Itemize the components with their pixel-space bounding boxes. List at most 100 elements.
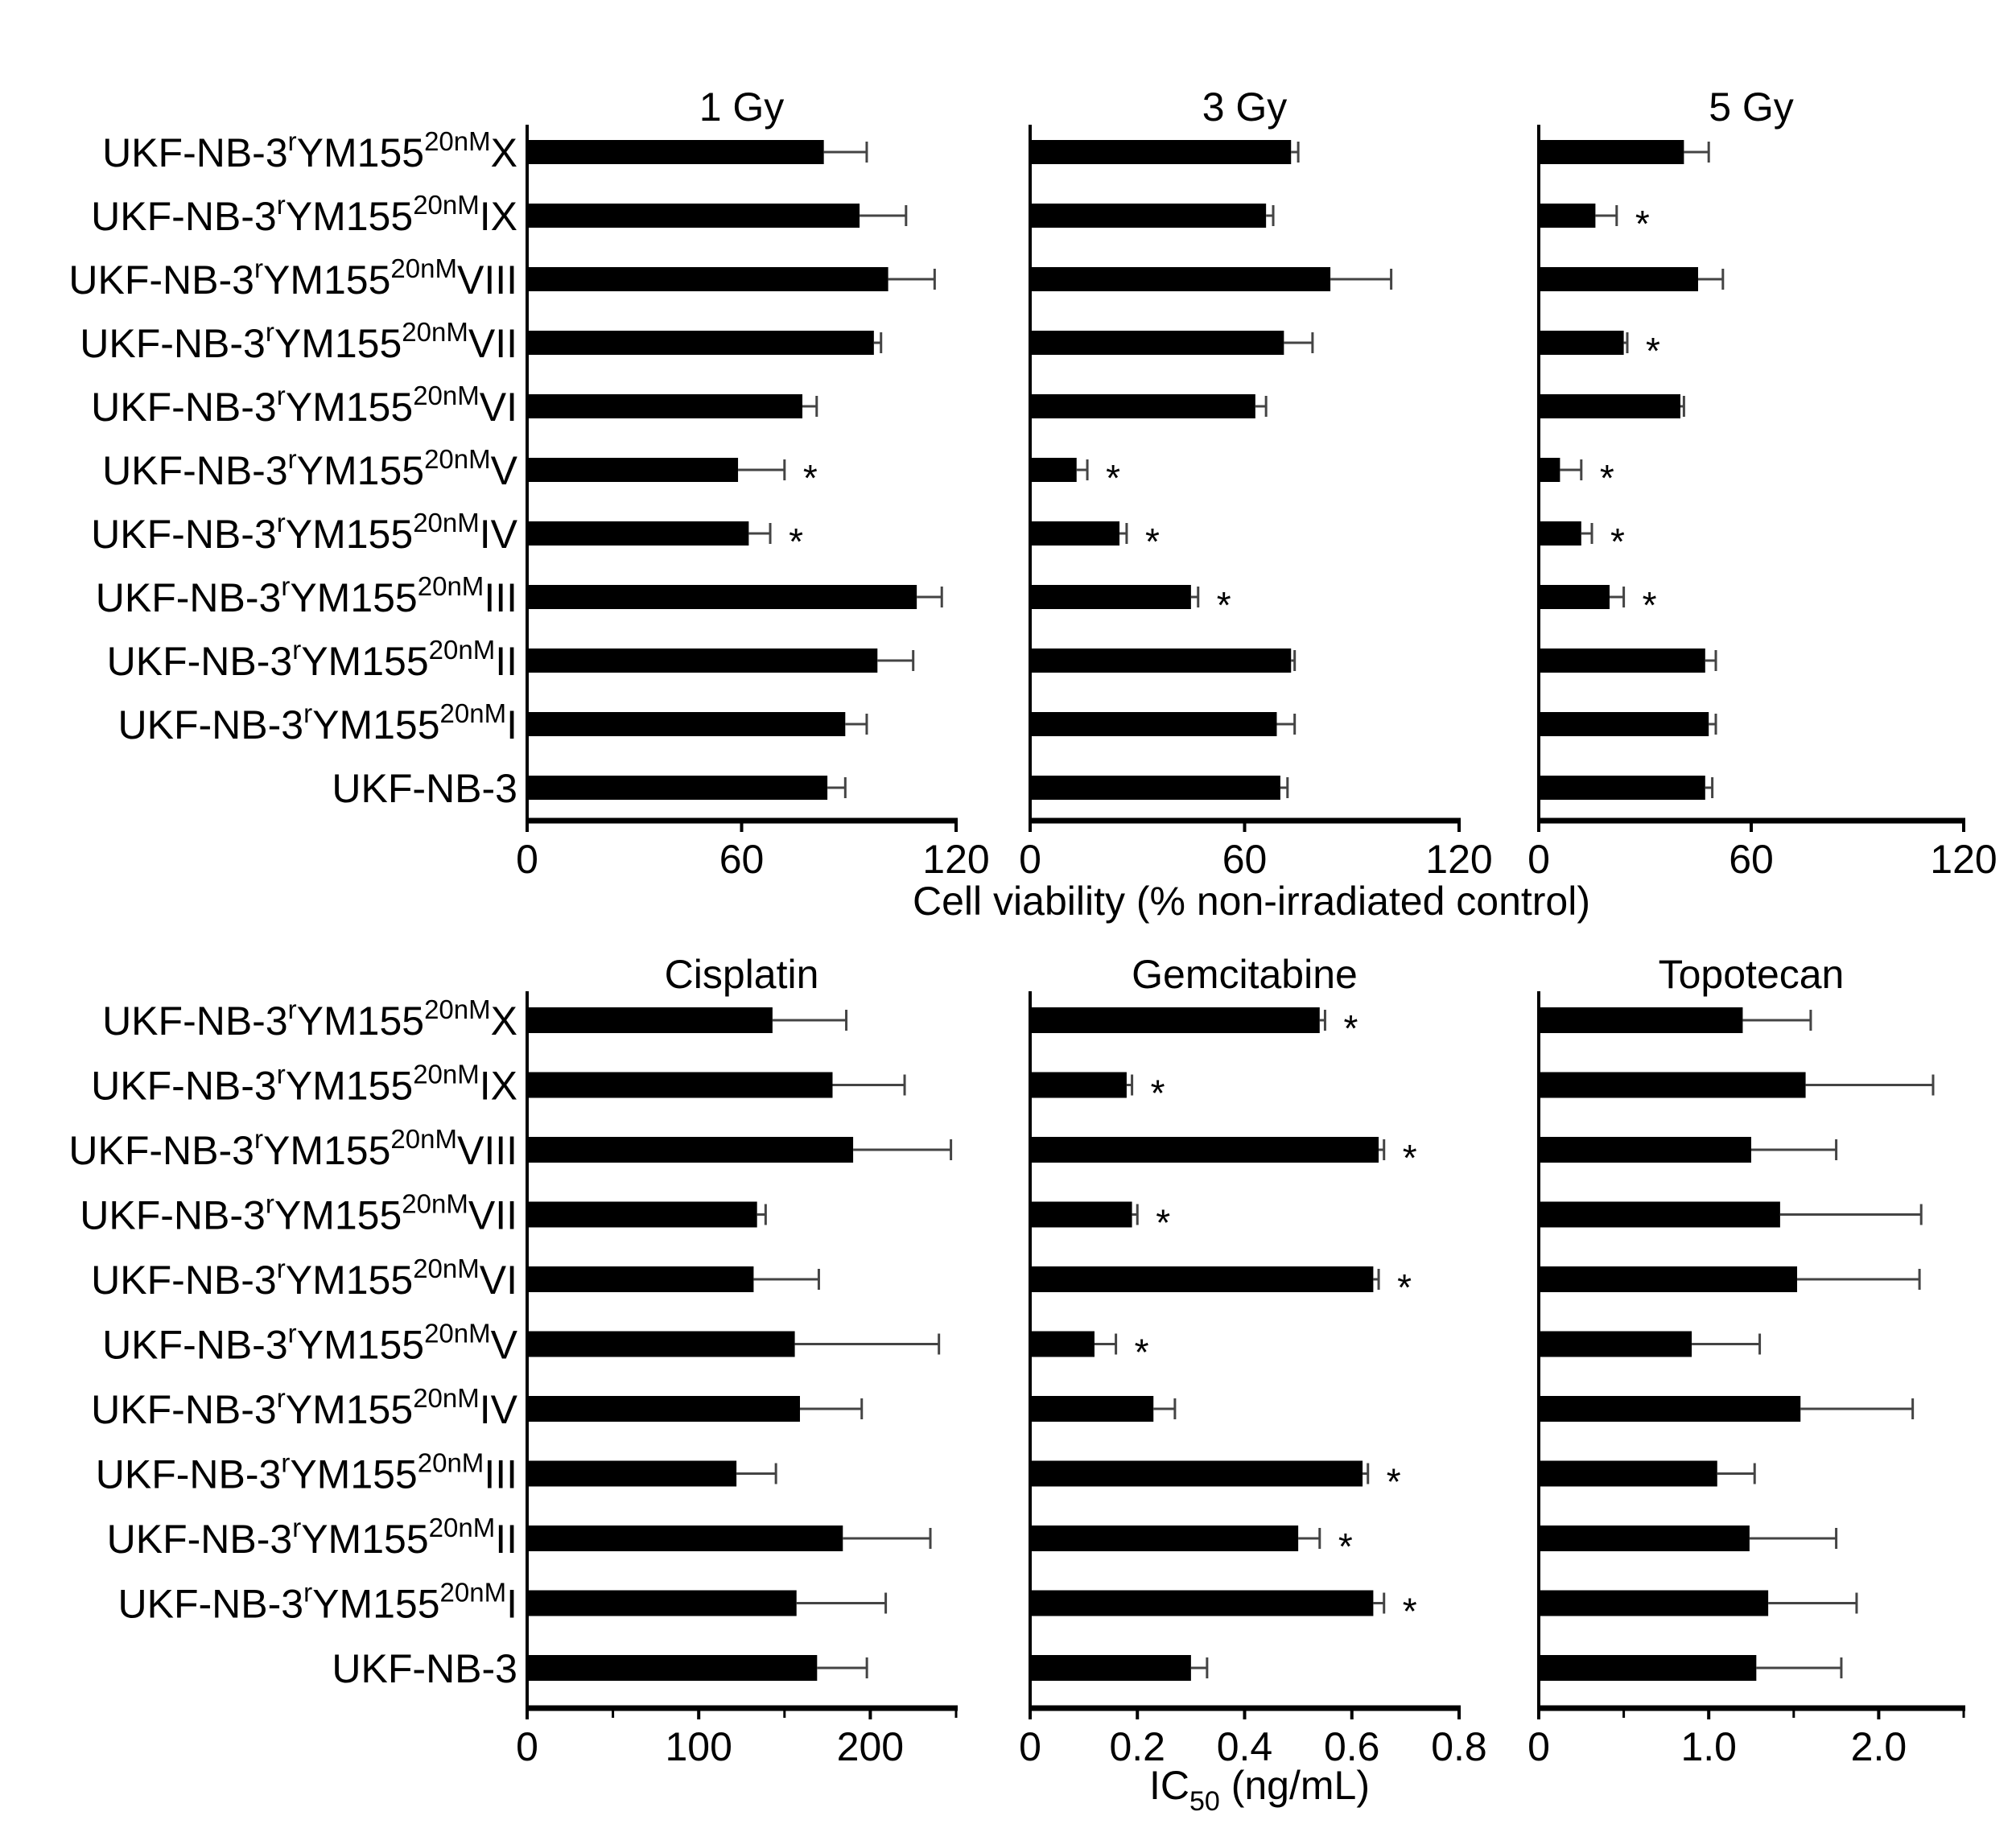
bar [1030, 1655, 1191, 1681]
panel-title: Topotecan [1659, 952, 1845, 997]
bar [1030, 1072, 1127, 1098]
x-tick-label: 0.4 [1217, 1724, 1273, 1769]
category-label: UKF-NB-3rYM15520nMX [102, 126, 517, 175]
significance-star: * [1151, 1073, 1165, 1114]
category-label: UKF-NB-3rYM15520nMI [118, 698, 517, 747]
bar [1539, 712, 1709, 736]
category-label: UKF-NB-3rYM15520nMV [102, 1319, 518, 1368]
bar [1539, 1590, 1769, 1616]
panel-0: 1 Gy 0 60 120 ** [516, 84, 990, 882]
bar [527, 1072, 833, 1098]
bar [527, 1007, 773, 1033]
bar [1030, 712, 1277, 736]
bar [527, 394, 803, 418]
bar [1030, 585, 1191, 609]
significance-star: * [1646, 330, 1660, 372]
bar [527, 458, 739, 482]
bar [527, 585, 917, 609]
category-label: UKF-NB-3rYM15520nMIX [91, 190, 517, 239]
significance-star: * [1106, 457, 1120, 499]
bar [1030, 521, 1120, 546]
x-tick-label: 200 [837, 1724, 904, 1769]
bar [1030, 1137, 1379, 1163]
bar [527, 776, 828, 800]
category-label: UKF-NB-3 [332, 1646, 517, 1691]
bar [1539, 1331, 1692, 1357]
category-label: UKF-NB-3rYM15520nMII [107, 1513, 517, 1562]
bar [1030, 331, 1284, 355]
category-label: UKF-NB-3rYM15520nMIX [91, 1060, 517, 1109]
significance-star: * [1156, 1202, 1170, 1244]
bar [1030, 1590, 1374, 1616]
x-tick-label: 60 [719, 837, 765, 882]
x-tick-label: 100 [665, 1724, 732, 1769]
panel-3: Cisplatin 0 100 200 [516, 952, 958, 1769]
bar [527, 1137, 854, 1163]
shared-xlabel-top: Cell viability (% non-irradiated control… [913, 879, 1590, 924]
category-label: UKF-NB-3rYM15520nMII [107, 635, 517, 684]
significance-star: * [1643, 584, 1657, 626]
category-label: UKF-NB-3rYM15520nMV [102, 444, 518, 493]
chart-panels: 1 Gy0 60 120**3 Gy0 60 120***5 Gy0 60 120*****… [516, 84, 1997, 1769]
bar [527, 1201, 757, 1228]
bar [1030, 648, 1292, 673]
x-tick-label: 0 [516, 837, 538, 882]
bar [1539, 394, 1680, 418]
category-label: UKF-NB-3 [332, 766, 517, 811]
bar [1539, 1137, 1751, 1163]
bar [1539, 1396, 1801, 1422]
bar [1539, 1072, 1806, 1098]
bar [527, 521, 749, 546]
bar [1030, 776, 1280, 800]
panel-1: 3 Gy 0 60 120 * * * [1019, 84, 1493, 882]
bar [1030, 1460, 1363, 1487]
significance-star: * [1635, 203, 1650, 245]
category-label: UKF-NB-3rYM15520nMVIII [68, 1124, 517, 1173]
category-label: UKF-NB-3rYM15520nMVI [91, 1254, 517, 1303]
category-label: UKF-NB-3rYM15520nMX [102, 994, 517, 1044]
significance-star: * [1217, 584, 1231, 626]
bar [1030, 1007, 1320, 1033]
bar [527, 1460, 737, 1487]
category-label: UKF-NB-3rYM15520nMVII [80, 317, 517, 366]
bar [1030, 1266, 1374, 1292]
x-tick-label: 120 [922, 837, 989, 882]
bar [1030, 458, 1077, 482]
significance-star: * [1403, 1591, 1417, 1633]
bar [1539, 521, 1581, 546]
bar [527, 204, 860, 228]
bar [1539, 648, 1705, 673]
x-tick-label: 0.8 [1431, 1724, 1487, 1769]
bar [1539, 776, 1705, 800]
x-tick-label: 0 [1019, 837, 1041, 882]
panel-title: 5 Gy [1709, 84, 1794, 130]
x-tick-label: 60 [1222, 837, 1268, 882]
significance-star: * [789, 521, 803, 562]
bar [1030, 394, 1255, 418]
bar [527, 648, 878, 673]
significance-star: * [1135, 1332, 1149, 1373]
category-labels-top: UKF-NB-3rYM15520nMX UKF-NB-3rYM15520nMIX U… [68, 126, 517, 811]
panel-title: Cisplatin [665, 952, 819, 997]
bar [1030, 267, 1331, 291]
significance-star: * [1600, 457, 1614, 499]
significance-star: * [803, 457, 818, 499]
panel-title: Gemcitabine [1132, 952, 1358, 997]
bar [527, 1266, 754, 1292]
category-label: UKF-NB-3rYM15520nMIV [91, 508, 517, 557]
bar [1539, 140, 1684, 164]
bar [527, 331, 874, 355]
panel-title: 1 Gy [699, 84, 785, 130]
bar [1539, 1460, 1717, 1487]
bar [1539, 1655, 1757, 1681]
significance-star: * [1610, 521, 1625, 562]
significance-star: * [1338, 1525, 1353, 1567]
bar [527, 1331, 795, 1357]
x-tick-label: 2.0 [1851, 1724, 1907, 1769]
category-label: UKF-NB-3rYM15520nMVII [80, 1189, 517, 1238]
bar [1030, 1525, 1299, 1551]
bar [1539, 1525, 1750, 1551]
bar [527, 267, 888, 291]
category-labels-bottom: UKF-NB-3rYM15520nMX UKF-NB-3rYM15520nMIX U… [68, 994, 517, 1691]
